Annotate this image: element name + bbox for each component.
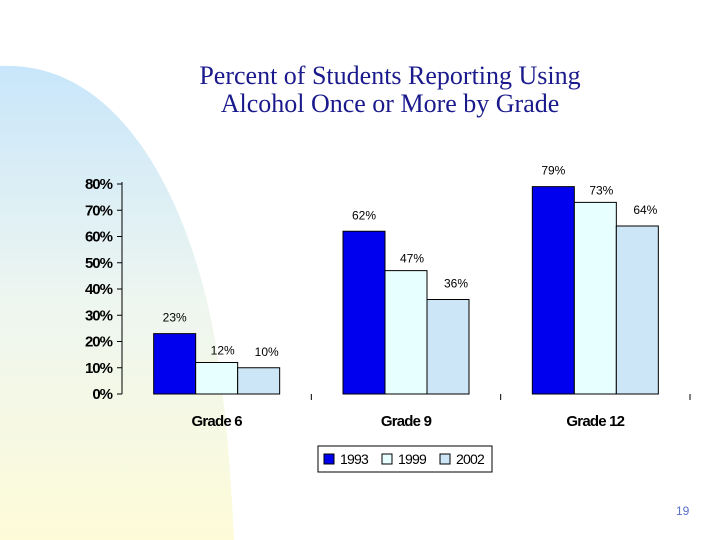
- bar-2002-grade-9: [426, 299, 470, 395]
- data-label: 23%: [163, 311, 187, 325]
- legend-label-1993: 1993: [340, 451, 369, 467]
- y-tick-label: 0%: [92, 386, 112, 403]
- legend: 1993 1999 2002: [317, 445, 493, 473]
- title-line-1: Percent of Students Reporting Using: [199, 61, 581, 90]
- y-tick-label: 40%: [85, 281, 113, 298]
- bars: [153, 186, 659, 395]
- data-label: 73%: [589, 183, 613, 197]
- bar-2002-grade-6: [237, 367, 281, 395]
- data-label: 47%: [400, 252, 424, 266]
- data-labels: 23% 12% 10% 62% 47% 36% 79% 73% 64%: [163, 164, 658, 359]
- data-label: 64%: [633, 203, 657, 217]
- y-tick-label: 10%: [85, 360, 113, 377]
- data-label: 36%: [444, 277, 468, 291]
- x-category-label: Grade 9: [381, 413, 432, 430]
- data-label: 10%: [255, 345, 279, 359]
- y-axis: 0% 10% 20% 30% 40% 50% 60% 70% 80%: [85, 176, 123, 403]
- legend-label-1999: 1999: [398, 451, 427, 467]
- bar-1999-grade-9: [384, 270, 428, 395]
- legend-swatch-2002: [439, 453, 451, 465]
- y-tick-label: 30%: [85, 307, 113, 324]
- bar-1999-grade-12: [573, 201, 617, 395]
- page-number: 19: [676, 504, 690, 518]
- data-label: 62%: [352, 208, 376, 222]
- y-tick-label: 60%: [85, 229, 113, 246]
- bar-1993-grade-6: [153, 333, 197, 395]
- x-category-label: Grade 6: [192, 413, 243, 430]
- data-label: 12%: [211, 344, 235, 358]
- page-title: Percent of Students Reporting Using Alco…: [100, 62, 680, 118]
- legend-swatch-1993: [323, 453, 335, 465]
- legend-box: [317, 445, 493, 473]
- title-line-2: Alcohol Once or More by Grade: [220, 89, 560, 118]
- y-tick-label: 50%: [85, 255, 113, 272]
- y-tick-label: 80%: [85, 176, 113, 193]
- y-tick-label: 70%: [85, 202, 113, 219]
- bar-1993-grade-12: [531, 186, 575, 395]
- x-axis: Grade 6 Grade 9 Grade 12: [192, 394, 691, 430]
- data-label: 79%: [541, 164, 565, 178]
- y-tick-label: 20%: [85, 334, 113, 351]
- x-category-label: Grade 12: [566, 413, 624, 430]
- background-swoosh: [0, 65, 234, 540]
- bar-2002-grade-12: [615, 225, 659, 395]
- legend-label-2002: 2002: [456, 451, 485, 467]
- bar-1999-grade-6: [195, 362, 239, 395]
- legend-swatch-1999: [381, 453, 393, 465]
- bar-1993-grade-9: [342, 230, 386, 395]
